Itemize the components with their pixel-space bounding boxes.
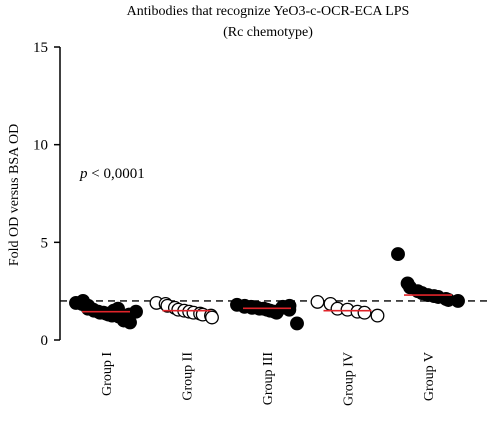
chart-title-line2: (Rc chemotype) <box>223 25 313 40</box>
x-category-label: Group IV <box>342 352 357 406</box>
data-point <box>205 310 219 325</box>
x-category-label: Group III <box>261 352 276 406</box>
y-tick-label: 10 <box>33 138 48 154</box>
data-point <box>310 294 325 309</box>
data-point <box>451 293 465 308</box>
y-tick-label: 5 <box>41 235 49 251</box>
data-point <box>357 305 372 320</box>
data-point <box>391 247 405 262</box>
y-axis-label: Fold OD versus BSA OD <box>7 124 22 266</box>
chart-title-line1: Antibodies that recognize YeO3-c-OCR-ECA… <box>127 4 410 19</box>
data-point <box>129 304 143 319</box>
x-category-label: Group I <box>100 352 115 396</box>
y-tick-label: 0 <box>41 333 49 349</box>
plot-area: 0 5 10 15 Group I Group II Group III Group IV Gr… <box>33 40 490 406</box>
data-point <box>282 302 297 317</box>
y-tick-label: 15 <box>33 40 48 56</box>
p-symbol: p <box>79 166 88 182</box>
data-point <box>290 316 304 331</box>
x-category-label: Group V <box>422 352 437 401</box>
data-point <box>370 308 385 323</box>
x-category-label: Group II <box>181 352 196 401</box>
p-value-annotation: p < 0,0001 <box>79 166 145 182</box>
p-value-text: < 0,0001 <box>88 166 145 182</box>
